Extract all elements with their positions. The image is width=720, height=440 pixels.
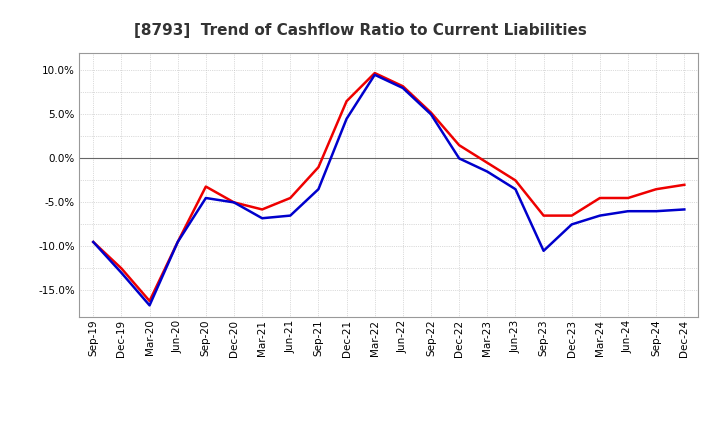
Free CF to Current Liabilities: [455, 156, 464, 161]
Line: Operating CF to Current Liabilities: Operating CF to Current Liabilities: [94, 73, 684, 301]
Free CF to Current Liabilities: [258, 216, 266, 221]
Operating CF to Current Liabilities: [202, 184, 210, 189]
Line: Free CF to Current Liabilities: Free CF to Current Liabilities: [94, 75, 684, 305]
Free CF to Current Liabilities: [483, 169, 492, 174]
Operating CF to Current Liabilities: [314, 165, 323, 170]
Operating CF to Current Liabilities: [174, 239, 182, 245]
Operating CF to Current Liabilities: [680, 182, 688, 187]
Free CF to Current Liabilities: [680, 207, 688, 212]
Free CF to Current Liabilities: [174, 239, 182, 245]
Free CF to Current Liabilities: [89, 239, 98, 245]
Free CF to Current Liabilities: [314, 187, 323, 192]
Operating CF to Current Liabilities: [370, 70, 379, 76]
Operating CF to Current Liabilities: [427, 110, 436, 115]
Operating CF to Current Liabilities: [511, 178, 520, 183]
Operating CF to Current Liabilities: [342, 99, 351, 104]
Free CF to Current Liabilities: [342, 116, 351, 121]
Operating CF to Current Liabilities: [624, 195, 632, 201]
Operating CF to Current Liabilities: [652, 187, 660, 192]
Operating CF to Current Liabilities: [286, 195, 294, 201]
Free CF to Current Liabilities: [145, 303, 154, 308]
Free CF to Current Liabilities: [427, 112, 436, 117]
Operating CF to Current Liabilities: [117, 266, 126, 271]
Operating CF to Current Liabilities: [399, 84, 408, 89]
Text: [8793]  Trend of Cashflow Ratio to Current Liabilities: [8793] Trend of Cashflow Ratio to Curren…: [134, 23, 586, 38]
Operating CF to Current Liabilities: [539, 213, 548, 218]
Free CF to Current Liabilities: [567, 222, 576, 227]
Free CF to Current Liabilities: [652, 209, 660, 214]
Free CF to Current Liabilities: [370, 72, 379, 77]
Free CF to Current Liabilities: [202, 195, 210, 201]
Free CF to Current Liabilities: [230, 200, 238, 205]
Free CF to Current Liabilities: [117, 270, 126, 275]
Operating CF to Current Liabilities: [483, 160, 492, 165]
Free CF to Current Liabilities: [511, 187, 520, 192]
Operating CF to Current Liabilities: [567, 213, 576, 218]
Operating CF to Current Liabilities: [258, 207, 266, 212]
Free CF to Current Liabilities: [286, 213, 294, 218]
Free CF to Current Liabilities: [624, 209, 632, 214]
Operating CF to Current Liabilities: [89, 239, 98, 245]
Free CF to Current Liabilities: [539, 248, 548, 253]
Operating CF to Current Liabilities: [455, 143, 464, 148]
Operating CF to Current Liabilities: [230, 200, 238, 205]
Operating CF to Current Liabilities: [145, 298, 154, 304]
Operating CF to Current Liabilities: [595, 195, 604, 201]
Free CF to Current Liabilities: [595, 213, 604, 218]
Free CF to Current Liabilities: [399, 85, 408, 91]
